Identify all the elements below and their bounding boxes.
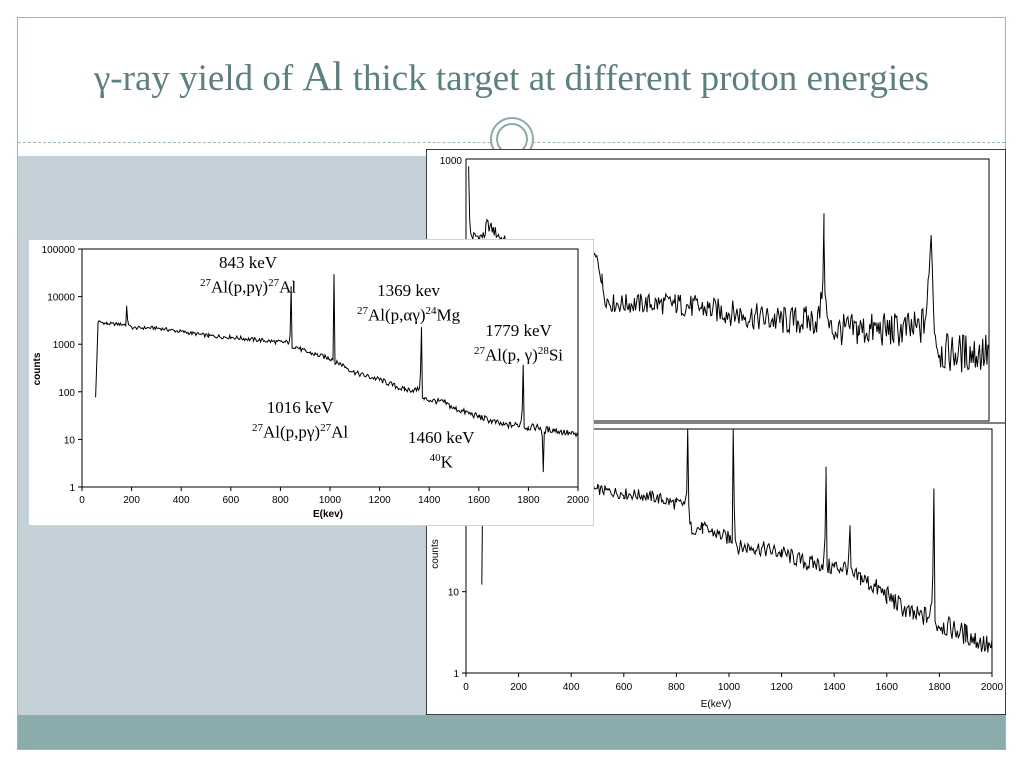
annotation-843-energy: 843 keV — [219, 253, 278, 272]
front-series-line — [95, 274, 579, 473]
title-gamma: γ — [93, 58, 111, 99]
back-bottom-y-axis-label: counts — [430, 539, 441, 568]
front-y-tick-label: 10000 — [47, 293, 75, 304]
front-y-tick-label: 100000 — [42, 245, 76, 256]
back-bottom-x-tick-label: 1200 — [770, 682, 793, 693]
front-x-tick-label: 600 — [222, 495, 239, 506]
back-bottom-x-tick-label: 400 — [563, 682, 580, 693]
title-part-1: -ray yield of — [110, 58, 303, 99]
annotation-1016-reaction: 27Al(p,pγ)27Al — [252, 422, 349, 442]
front-x-axis-label: E(kev) — [313, 509, 343, 520]
bottom-background-band — [18, 715, 1005, 749]
front-x-tick-label: 200 — [123, 495, 140, 506]
front-x-tick-label: 1800 — [517, 495, 540, 506]
annotation-1460-reaction: 40K — [429, 452, 453, 472]
slide-title: γ-ray yield of Al thick target at differ… — [18, 52, 1005, 100]
annotation-1016: 1016 keV 27Al(p,pγ)27Al — [252, 398, 348, 443]
back-bottom-x-tick-label: 800 — [668, 682, 685, 693]
annotation-843-reaction: 27Al(p,pγ)27Al — [200, 277, 297, 297]
title-part-2: thick target at different proton energie… — [343, 58, 930, 99]
annotation-1460-energy: 1460 keV — [408, 428, 475, 447]
back-bottom-x-tick-label: 600 — [615, 682, 632, 693]
annotation-1369-energy: 1369 kev — [377, 281, 440, 300]
back-bottom-x-tick-label: 1400 — [823, 682, 846, 693]
back-bottom-x-tick-label: 1000 — [718, 682, 741, 693]
annotation-1779-reaction: 27Al(p, γ)28Si — [474, 345, 564, 365]
back-bottom-x-tick-label: 1600 — [876, 682, 899, 693]
back-bottom-x-tick-label: 2000 — [981, 682, 1004, 693]
annotation-1779: 1779 keV 27Al(p, γ)28Si — [474, 321, 563, 366]
front-x-tick-label: 1000 — [319, 495, 342, 506]
back-bottom-x-axis-label: E(keV) — [701, 699, 732, 710]
back-bottom-x-tick-label: 200 — [510, 682, 527, 693]
front-y-tick-label: 10 — [64, 435, 76, 446]
annotation-843: 843 keV 27Al(p,pγ)27Al — [200, 253, 296, 298]
front-x-tick-label: 1200 — [368, 495, 391, 506]
front-y-axis-label: counts — [32, 352, 43, 385]
front-x-tick-label: 2000 — [567, 495, 590, 506]
annotation-1460: 1460 keV 40K — [408, 428, 475, 473]
annotation-1016-energy: 1016 keV — [266, 398, 334, 417]
annotation-1369-reaction: 27Al(p,αγ)24Mg — [357, 305, 461, 325]
back-bottom-x-tick-label: 1800 — [928, 682, 951, 693]
front-figure: 0 200 400 600 800 1000 1200 1400 1600 1800 2000 1 1… — [27, 238, 595, 527]
front-x-tick-label: 800 — [272, 495, 289, 506]
back-bottom-y-tick-label: 10 — [448, 588, 460, 599]
front-x-tick-label: 1400 — [418, 495, 441, 506]
back-bottom-y-tick-label: 1 — [453, 669, 459, 680]
annotation-1369: 1369 kev 27Al(p,αγ)24Mg — [357, 281, 460, 326]
front-figure-svg: 0 200 400 600 800 1000 1200 1400 1600 1800 2000 1 1… — [27, 238, 595, 527]
title-element: Al — [302, 53, 344, 99]
front-x-tick-label: 0 — [79, 495, 85, 506]
annotation-1779-energy: 1779 keV — [485, 321, 552, 340]
front-y-tick-label: 100 — [58, 388, 75, 399]
back-bottom-x-tick-label: 0 — [463, 682, 469, 693]
back-top-ytick-label: 1000 — [440, 156, 463, 167]
front-x-tick-label: 400 — [173, 495, 190, 506]
front-y-tick-label: 1000 — [53, 340, 76, 351]
front-x-tick-label: 1600 — [468, 495, 491, 506]
front-y-tick-label: 1 — [69, 483, 75, 494]
